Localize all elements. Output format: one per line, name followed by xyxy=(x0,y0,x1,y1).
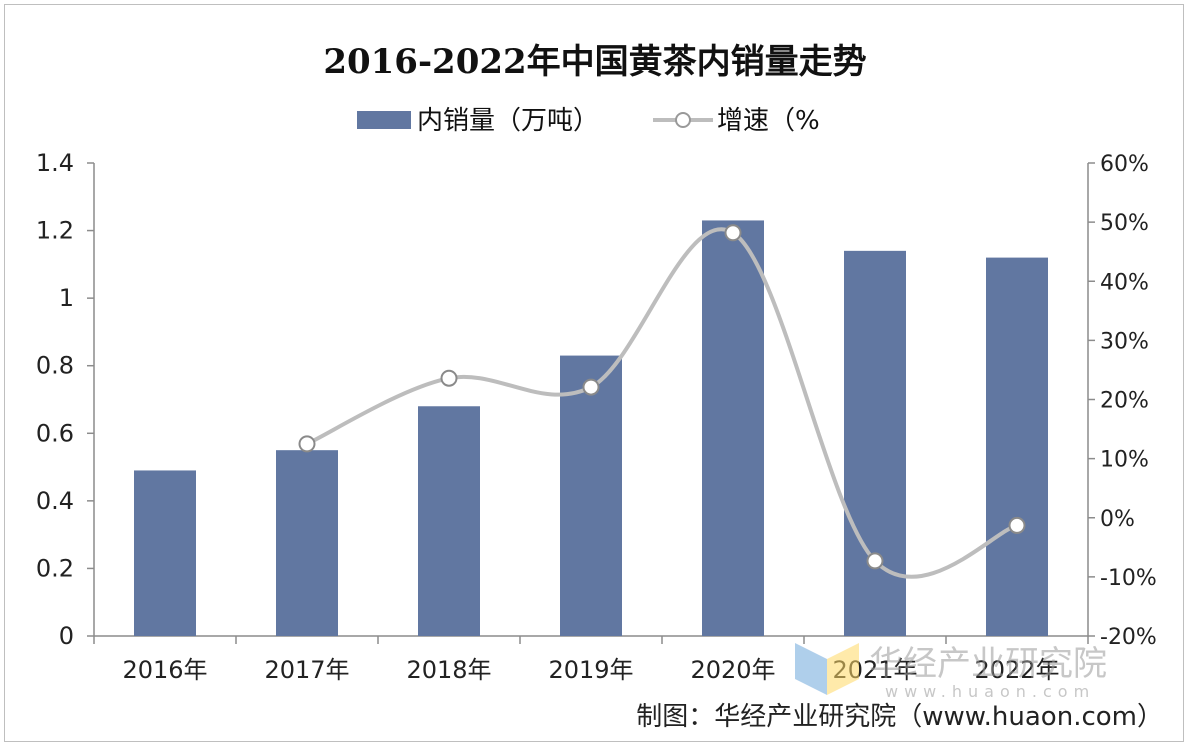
left-tick-label: 0 xyxy=(59,622,74,650)
left-tick-label: 1 xyxy=(59,284,74,312)
right-tick-label: 60% xyxy=(1100,152,1149,177)
legend-bar-label: 内销量（万吨） xyxy=(417,106,599,136)
right-tick-label: 0% xyxy=(1100,507,1135,532)
bar xyxy=(702,220,764,636)
line-series xyxy=(298,224,1026,579)
x-tick-label: 2017年 xyxy=(264,656,349,684)
left-tick-label: 0.6 xyxy=(36,419,74,447)
right-tick-label: 20% xyxy=(1100,389,1149,414)
legend-line-marker xyxy=(675,112,691,128)
x-tick-label: 2018年 xyxy=(406,656,491,684)
left-axis-ticks: 0 0.2 0.4 0.6 0.8 1 1.2 1.4 xyxy=(36,149,94,650)
watermark-logo-icon-right xyxy=(827,643,859,695)
growth-point xyxy=(724,224,742,242)
chart-title: 2016-2022年中国黄茶内销量走势 xyxy=(323,42,866,82)
growth-point xyxy=(582,378,600,396)
growth-point xyxy=(1008,516,1026,534)
growth-point xyxy=(440,369,458,387)
right-tick-label: 50% xyxy=(1100,211,1149,236)
bar xyxy=(844,250,906,637)
right-tick-label: 40% xyxy=(1100,270,1149,295)
chart: 2016-2022年中国黄茶内销量走势 内销量（万吨） 增速（% 0 0.2 0.4… xyxy=(36,42,1163,732)
chart-frame: 2016-2022年中国黄茶内销量走势 内销量（万吨） 增速（% 0 0.2 0.4… xyxy=(4,4,1184,742)
x-tick-label: 2019年 xyxy=(548,656,633,684)
watermark-text: 华经产业研究院 xyxy=(869,644,1107,684)
watermark: 华经产业研究院 www.huaon.com xyxy=(795,643,1107,701)
right-tick-label: 10% xyxy=(1100,448,1149,473)
left-tick-label: 1.4 xyxy=(36,149,74,177)
legend-line-label: 增速（% xyxy=(717,106,820,136)
left-tick-label: 0.8 xyxy=(36,352,74,380)
legend: 内销量（万吨） 增速（% xyxy=(357,106,820,136)
right-tick-label: -10% xyxy=(1100,566,1157,591)
bar xyxy=(986,257,1048,636)
left-tick-label: 0.4 xyxy=(36,487,74,515)
x-tick-label: 2016年 xyxy=(122,656,207,684)
bar-series xyxy=(134,220,1048,637)
right-tick-label: 30% xyxy=(1100,329,1149,354)
legend-bar-swatch xyxy=(357,111,411,129)
growth-point xyxy=(866,552,884,570)
bar xyxy=(560,355,622,636)
left-tick-label: 0.2 xyxy=(36,554,74,582)
bar xyxy=(276,450,338,636)
bar xyxy=(418,406,480,636)
x-tick-label: 2020年 xyxy=(690,656,775,684)
bar xyxy=(134,470,196,636)
credit-text: 制图：华经产业研究院（www.huaon.com） xyxy=(636,702,1163,732)
right-tick-label: -20% xyxy=(1100,625,1157,650)
x-tick-label: 2022年 xyxy=(974,656,1059,684)
growth-point xyxy=(298,435,316,453)
growth-line xyxy=(306,227,1018,579)
watermark-url: www.huaon.com xyxy=(885,682,1095,701)
watermark-logo-icon xyxy=(795,643,827,695)
left-tick-label: 1.2 xyxy=(36,217,74,245)
right-axis-ticks: -20% -10% 0% 10% 20% 30% 40% 50% 60% xyxy=(1088,152,1157,650)
